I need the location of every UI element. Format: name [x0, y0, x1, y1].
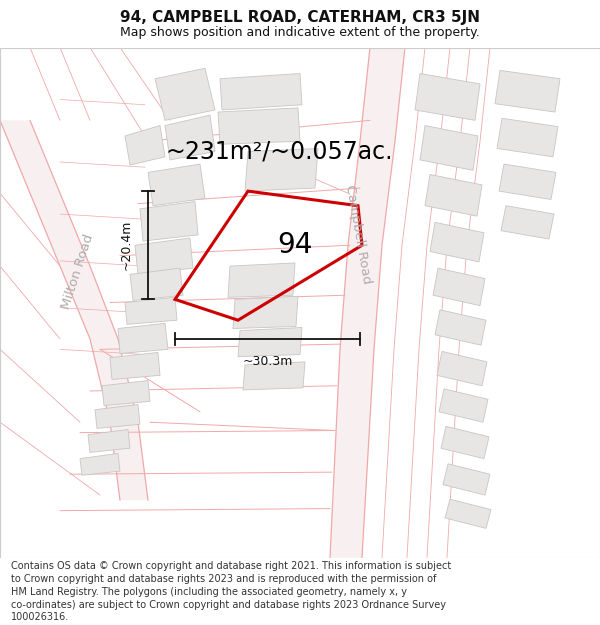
- Text: ~30.3m: ~30.3m: [242, 356, 293, 368]
- Polygon shape: [220, 74, 302, 110]
- Polygon shape: [140, 201, 198, 241]
- Polygon shape: [228, 263, 295, 298]
- Polygon shape: [439, 389, 488, 422]
- Polygon shape: [155, 68, 215, 121]
- Polygon shape: [243, 362, 305, 390]
- Polygon shape: [125, 298, 177, 324]
- Polygon shape: [433, 268, 485, 306]
- Polygon shape: [88, 429, 130, 452]
- Polygon shape: [445, 499, 491, 528]
- Polygon shape: [501, 206, 554, 239]
- Text: Map shows position and indicative extent of the property.: Map shows position and indicative extent…: [120, 26, 480, 39]
- Polygon shape: [95, 404, 140, 429]
- Text: Milton Road: Milton Road: [60, 232, 96, 311]
- Polygon shape: [420, 126, 478, 171]
- Text: 94: 94: [277, 231, 313, 259]
- Polygon shape: [118, 323, 168, 354]
- Polygon shape: [435, 310, 486, 345]
- Polygon shape: [110, 352, 160, 379]
- Polygon shape: [148, 164, 205, 206]
- Polygon shape: [102, 381, 150, 406]
- Text: ~231m²/~0.057ac.: ~231m²/~0.057ac.: [165, 139, 392, 164]
- Polygon shape: [218, 108, 300, 144]
- Polygon shape: [125, 126, 165, 165]
- Polygon shape: [415, 74, 480, 121]
- Polygon shape: [135, 238, 193, 274]
- Polygon shape: [233, 296, 298, 329]
- Polygon shape: [437, 351, 487, 386]
- Polygon shape: [430, 222, 484, 262]
- Polygon shape: [330, 48, 405, 558]
- Polygon shape: [443, 464, 490, 495]
- Polygon shape: [80, 453, 120, 475]
- Polygon shape: [441, 426, 489, 459]
- Polygon shape: [245, 149, 318, 191]
- Polygon shape: [130, 268, 183, 301]
- Polygon shape: [0, 121, 148, 500]
- Polygon shape: [495, 71, 560, 112]
- Text: Contains OS data © Crown copyright and database right 2021. This information is : Contains OS data © Crown copyright and d…: [11, 561, 451, 622]
- Polygon shape: [499, 164, 556, 199]
- Polygon shape: [497, 118, 558, 157]
- Text: Campbell Road: Campbell Road: [343, 184, 373, 286]
- Text: 94, CAMPBELL ROAD, CATERHAM, CR3 5JN: 94, CAMPBELL ROAD, CATERHAM, CR3 5JN: [120, 11, 480, 26]
- Polygon shape: [165, 115, 215, 160]
- Polygon shape: [238, 328, 302, 357]
- Text: ~20.4m: ~20.4m: [119, 220, 133, 271]
- Polygon shape: [425, 174, 482, 216]
